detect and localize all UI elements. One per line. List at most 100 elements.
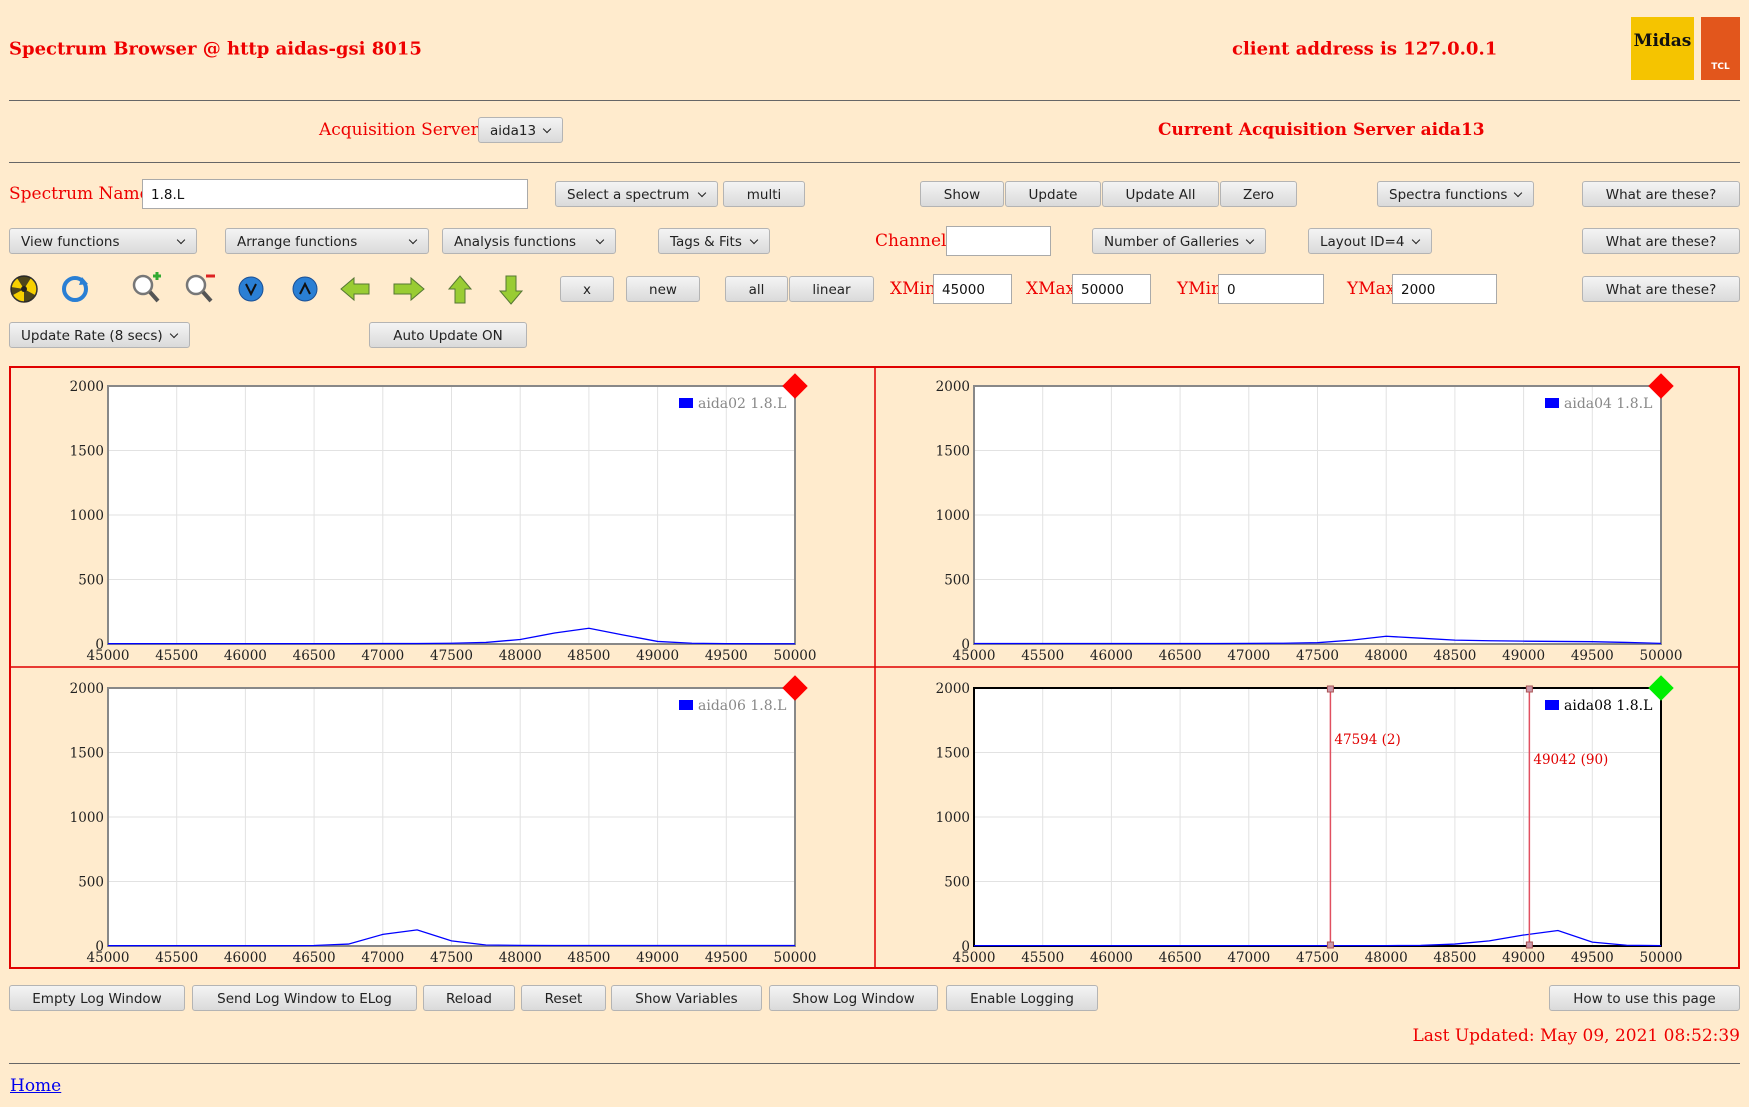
legend-swatch [679,700,693,710]
x-tick-label: 45000 [87,648,130,664]
up-circle-icon[interactable] [292,276,318,302]
legend-swatch [1545,398,1559,408]
plot-border [973,385,1662,645]
y-tick-label: 1500 [70,444,104,460]
spectrum-line [974,929,1662,947]
x-tick-label: 46500 [293,648,336,664]
channel-input[interactable] [946,226,1051,256]
x-tick-label: 49000 [636,648,679,664]
footer-button[interactable]: Reset [521,985,606,1011]
zero-button[interactable]: Zero [1220,181,1297,207]
x-tick-label: 45000 [87,950,130,966]
x-button[interactable]: x [560,276,614,302]
x-tick-label: 45500 [1021,648,1064,664]
xmax-input[interactable]: 50000 [1072,274,1151,304]
how-to-button[interactable]: How to use this page [1549,985,1740,1011]
footer-button[interactable]: Reload [423,985,515,1011]
refresh-icon[interactable] [62,276,88,302]
footer-button[interactable]: Show Log Window [769,985,938,1011]
x-tick-label: 49000 [636,950,679,966]
zoom-in-icon[interactable] [132,272,161,303]
y-tick-label: 1000 [70,810,104,826]
all-button[interactable]: all [725,276,788,302]
help-button[interactable]: What are these? [1582,228,1740,254]
x-tick-label: 46000 [1090,648,1133,664]
update-rate[interactable]: Update Rate (8 secs) [9,322,190,348]
plot-border [107,385,796,645]
x-tick-label: 48500 [567,950,610,966]
spectrum-line [108,627,795,645]
tool-icons [10,272,524,305]
x-tick-label: 50000 [1640,950,1683,966]
spectrum-line [974,635,1662,645]
multi-button[interactable]: multi [723,181,805,207]
x-tick-label: 49500 [705,950,748,966]
help-button[interactable]: What are these? [1582,276,1740,302]
ymax-input[interactable]: 2000 [1392,274,1497,304]
x-tick-label: 45500 [1021,950,1064,966]
footer-button[interactable]: Show Variables [611,985,762,1011]
x-tick-label: 45500 [155,648,198,664]
x-tick-label: 50000 [774,950,817,966]
y-tick-label: 0 [961,637,970,653]
radiation-icon[interactable] [10,275,38,303]
midas-logo: Midas [1631,17,1694,80]
galleries-select[interactable]: Number of Galleries [1092,228,1266,254]
x-tick-label: 46000 [224,950,267,966]
x-tick-label: 48000 [1365,648,1408,664]
home-link[interactable]: Home [10,1076,62,1096]
footer-button[interactable]: Enable Logging [946,985,1098,1011]
ymin-label: YMin [1177,279,1223,299]
view-functions[interactable]: View functions [9,228,197,254]
x-tick-label: 48500 [567,648,610,664]
x-tick-label: 46000 [224,648,267,664]
xmin-label: XMin [890,279,936,299]
xmin-input[interactable]: 45000 [933,274,1012,304]
help-button[interactable]: What are these? [1582,181,1740,207]
x-tick-label: 49500 [1571,950,1614,966]
up-arrow-icon[interactable] [447,275,473,304]
x-tick-label: 48000 [1365,950,1408,966]
x-tick-label: 50000 [1640,648,1683,664]
auto-update-button[interactable]: Auto Update ON [369,322,527,348]
y-tick-label: 2000 [936,379,970,395]
y-tick-label: 1500 [936,444,970,460]
analysis-functions[interactable]: Analysis functions [442,228,616,254]
show-button[interactable]: Show [920,181,1004,207]
update-button[interactable]: Update [1005,181,1101,207]
legend-label: aida06 1.8.L [698,698,786,714]
page-title: Spectrum Browser @ http aidas-gsi 8015 [9,38,422,60]
marker-handle [1525,685,1533,693]
marker-label: 49042 (90) [1533,752,1608,768]
left-arrow-icon[interactable] [340,276,370,302]
footer-button[interactable]: Send Log Window to ELog [192,985,417,1011]
right-arrow-icon[interactable] [393,276,425,302]
footer-button[interactable]: Empty Log Window [9,985,185,1011]
client-address: client address is 127.0.0.1 [1232,38,1498,60]
new-button[interactable]: new [626,276,700,302]
linear-button[interactable]: linear [789,276,874,302]
down-circle-icon[interactable] [238,276,264,302]
x-tick-label: 47500 [1296,648,1339,664]
legend-label: aida04 1.8.L [1564,396,1652,412]
y-tick-label: 2000 [70,379,104,395]
x-tick-label: 49500 [1571,648,1614,664]
y-tick-label: 1000 [936,810,970,826]
down-arrow-icon[interactable] [498,275,524,305]
zoom-out-icon[interactable] [185,274,215,303]
select-spectrum[interactable]: Select a spectrum [555,181,718,207]
x-tick-label: 46500 [293,950,336,966]
tags-fits[interactable]: Tags & Fits [658,228,770,254]
layout-select[interactable]: Layout ID=4 [1308,228,1432,254]
server-select[interactable]: aida13 [478,117,563,143]
spectrum-input[interactable]: 1.8.L [142,179,528,209]
ymin-input[interactable]: 0 [1218,274,1324,304]
spectra-functions[interactable]: Spectra functions [1377,181,1534,207]
channel-label: Channel: [875,231,953,251]
y-tick-label: 500 [78,875,104,891]
update-all-button[interactable]: Update All [1102,181,1219,207]
arrange-functions[interactable]: Arrange functions [225,228,429,254]
xmax-label: XMax [1026,279,1076,299]
y-tick-label: 1000 [936,508,970,524]
